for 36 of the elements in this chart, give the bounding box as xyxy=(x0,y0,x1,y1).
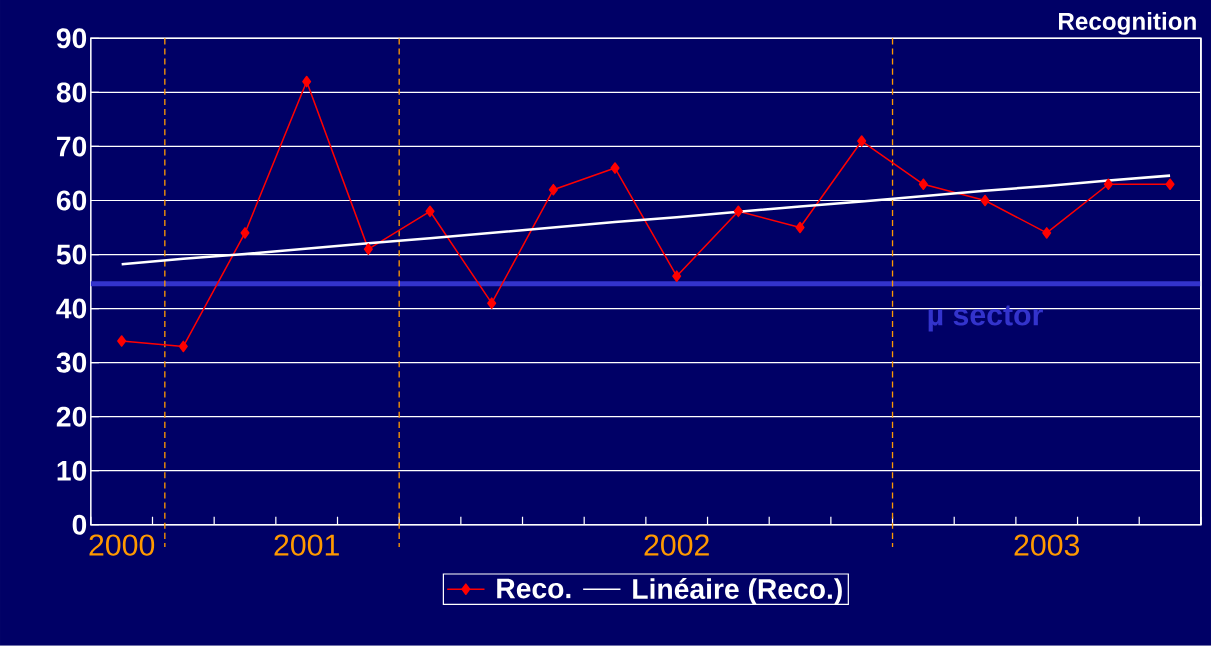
y-tick-label: 80 xyxy=(56,82,87,103)
y-tick-label: 20 xyxy=(56,406,87,427)
y-tick-label: 50 xyxy=(56,244,87,265)
point xyxy=(857,135,867,147)
point xyxy=(178,340,188,353)
y-axis-title: Recognition xyxy=(1059,12,1196,35)
y-tick-label: 40 xyxy=(56,298,87,319)
point xyxy=(240,227,250,239)
point xyxy=(363,243,373,255)
x-tick-label: 2000 xyxy=(89,534,155,556)
point xyxy=(795,221,805,234)
point xyxy=(610,162,620,174)
ref-line-label: µ sector xyxy=(928,305,1043,332)
y-tick-label: 70 xyxy=(57,136,87,157)
point xyxy=(980,194,990,207)
point xyxy=(302,75,312,88)
point xyxy=(487,297,497,310)
point xyxy=(548,183,558,196)
point xyxy=(733,205,743,218)
point xyxy=(1042,227,1052,239)
y-tick-label: 60 xyxy=(56,190,87,211)
x-tick-label: 2001 xyxy=(274,534,339,556)
point xyxy=(1103,178,1113,191)
point xyxy=(1165,178,1175,191)
legend-label: Linéaire (Reco.) xyxy=(633,578,842,605)
point xyxy=(672,270,682,283)
point xyxy=(918,178,928,191)
legend-label: Reco. xyxy=(497,578,571,599)
x-tick-label: 2002 xyxy=(644,534,709,556)
point xyxy=(117,335,127,347)
y-tick-label: 30 xyxy=(56,352,87,373)
y-tick-label: 0 xyxy=(72,514,87,535)
y-tick-label: 10 xyxy=(57,460,87,481)
x-tick-label: 2003 xyxy=(1014,534,1080,556)
y-tick-label: 90 xyxy=(56,28,87,49)
point xyxy=(425,205,435,218)
